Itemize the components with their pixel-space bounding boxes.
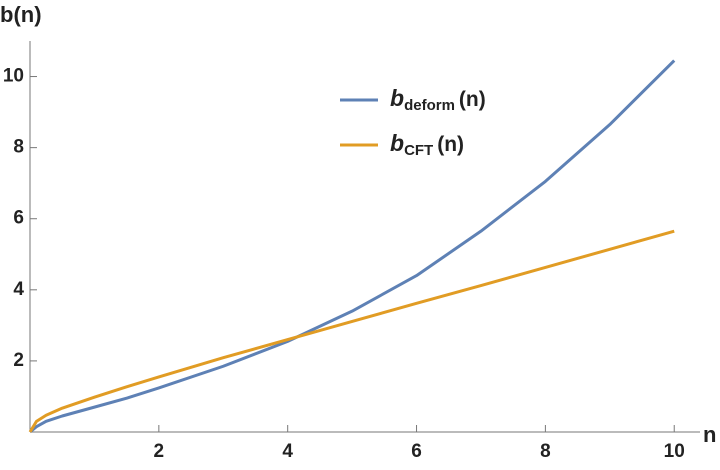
x-tick-label: 10: [664, 441, 685, 462]
legend-label: bCFT (n): [390, 130, 464, 159]
legend-subscript: CFT: [404, 142, 433, 159]
legend-subscript: deform: [404, 97, 455, 114]
y-tick-label: 4: [13, 279, 24, 300]
x-tick-label: 8: [540, 441, 551, 462]
x-axis-label: n: [703, 422, 716, 447]
legend-argument: (n): [437, 133, 464, 156]
series-line: [29, 59, 676, 434]
y-tick-label: 8: [13, 137, 24, 158]
legend-base: b: [390, 130, 404, 156]
x-tick-label: 4: [282, 441, 293, 462]
y-tick-label: 2: [13, 350, 24, 371]
legend-base: b: [390, 85, 404, 111]
y-tick-label: 10: [3, 66, 24, 87]
series-line: [28, 229, 675, 433]
legend-label: bdeform (n): [390, 85, 486, 114]
legend-argument: (n): [459, 88, 486, 111]
y-tick-label: 6: [13, 208, 24, 229]
x-tick-label: 2: [154, 441, 165, 462]
y-axis-label: b(n): [0, 2, 42, 27]
x-tick-label: 6: [411, 441, 422, 462]
